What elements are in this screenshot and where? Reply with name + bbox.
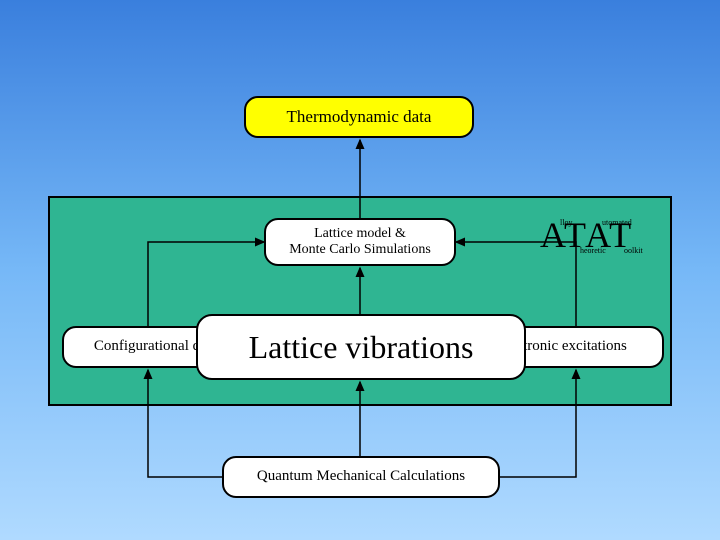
node-thermodynamic-data: Thermodynamic data [244,96,474,138]
node-quantum-calculations: Quantum Mechanical Calculations [222,456,500,498]
node-label: Thermodynamic data [287,107,432,127]
node-label: Lattice vibrations [249,329,474,366]
diagram-canvas: Thermodynamic data Lattice model & Monte… [0,0,720,540]
node-lattice-model: Lattice model & Monte Carlo Simulations [264,218,456,266]
node-label: tronic excitations [523,338,627,355]
node-label: Quantum Mechanical Calculations [257,468,465,485]
atat-logo: ATATlloyheoreticutomatedoolkit [540,214,633,256]
node-label: Configurational dis [94,338,210,355]
node-label: Lattice model & Monte Carlo Simulations [289,226,431,258]
node-lattice-vibrations: Lattice vibrations [196,314,526,380]
